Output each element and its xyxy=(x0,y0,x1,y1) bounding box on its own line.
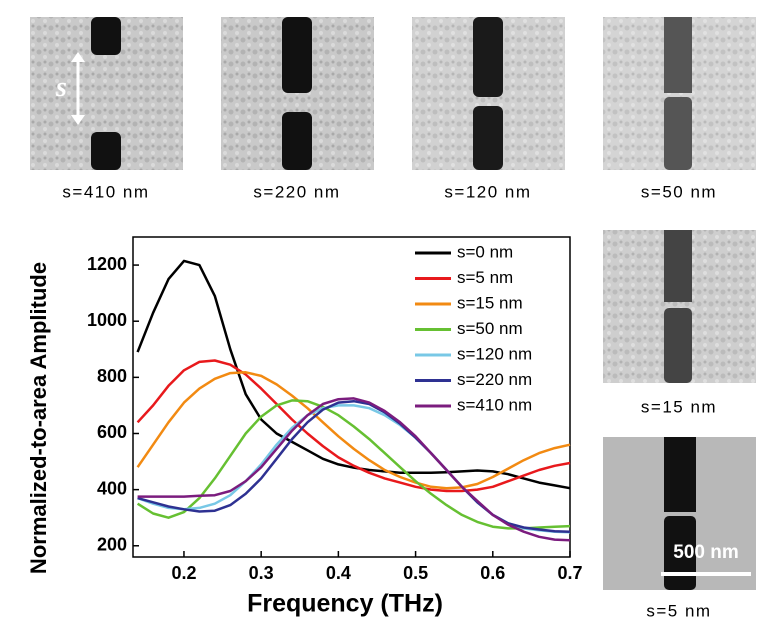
y-axis-label: Normalized-to-area Amplitude xyxy=(26,262,51,574)
x-tick-label: 0.3 xyxy=(249,563,274,583)
y-tick-label: 600 xyxy=(97,422,127,442)
scale-bar-label: 500 nm xyxy=(673,542,738,563)
y-tick-label: 1000 xyxy=(87,310,127,330)
x-tick-label: 0.4 xyxy=(326,563,351,583)
legend-label: s=0 nm xyxy=(457,242,513,261)
x-tick-label: 0.7 xyxy=(557,563,582,583)
series-line xyxy=(136,399,571,530)
legend-label: s=220 nm xyxy=(457,370,532,389)
y-tick-label: 1200 xyxy=(87,254,127,274)
line-chart: Frequency (THz) Normalized-to-area Ampli… xyxy=(26,236,583,618)
series-line xyxy=(136,359,571,493)
y-tick-label: 400 xyxy=(97,478,127,498)
image-label: s=410 nm xyxy=(62,182,149,201)
series-line xyxy=(136,259,571,490)
legend-label: s=120 nm xyxy=(457,344,532,363)
image-label: s=15 nm xyxy=(641,397,717,416)
sem-image xyxy=(221,17,374,170)
series-line xyxy=(137,397,571,542)
y-tick-label: 800 xyxy=(97,366,127,386)
x-tick-label: 0.2 xyxy=(171,563,196,583)
x-axis-label: Frequency (THz) xyxy=(247,590,443,618)
image-label: s=220 nm xyxy=(253,182,340,201)
image-label: s=50 nm xyxy=(641,182,717,201)
series-line xyxy=(136,371,571,490)
legend-label: s=410 nm xyxy=(457,395,532,414)
sem-image: 500 nm xyxy=(603,437,756,590)
sem-image: s xyxy=(30,17,183,170)
sem-image xyxy=(603,230,756,383)
image-label: s=120 nm xyxy=(444,182,531,201)
x-tick-label: 0.5 xyxy=(403,563,428,583)
gap-symbol: s xyxy=(55,72,67,103)
sem-image xyxy=(603,17,756,170)
legend-label: s=5 nm xyxy=(457,268,513,287)
image-label: s=5 nm xyxy=(646,601,711,620)
legend-label: s=15 nm xyxy=(457,293,523,312)
legend-label: s=50 nm xyxy=(457,319,523,338)
plot-frame xyxy=(132,236,571,558)
x-tick-label: 0.6 xyxy=(480,563,505,583)
y-tick-label: 200 xyxy=(97,535,127,555)
sem-image xyxy=(412,17,565,170)
